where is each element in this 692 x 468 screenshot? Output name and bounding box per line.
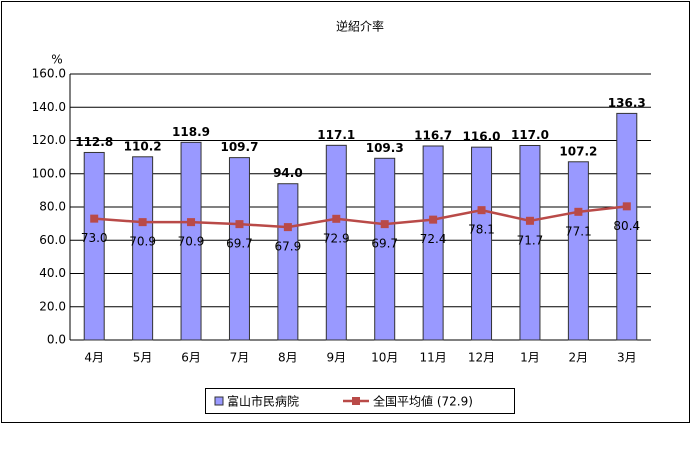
y-tick-label: 60.0 (39, 233, 66, 247)
y-tick-label: 20.0 (39, 299, 66, 313)
line-value-label: 77.1 (565, 224, 592, 238)
x-tick-label: 5月 (133, 351, 153, 365)
legend-marker (352, 397, 360, 405)
bar (422, 145, 444, 341)
line-value-label: 69.7 (226, 237, 253, 251)
x-tick-label: 2月 (569, 351, 589, 365)
bar (374, 157, 396, 341)
line-marker (477, 206, 486, 215)
line-marker (332, 214, 341, 223)
bar (567, 161, 589, 341)
bar (616, 112, 638, 341)
line (94, 205, 627, 229)
line-marker (380, 220, 389, 229)
bar-value-label: 136.3 (608, 96, 646, 110)
line-marker (235, 220, 244, 229)
bar (180, 141, 202, 341)
line-marker (525, 216, 534, 225)
bar-value-label: 109.7 (220, 140, 258, 154)
x-tick-label: 4月 (84, 351, 104, 365)
line-value-label: 78.1 (468, 223, 495, 237)
bar (132, 156, 154, 341)
bar (83, 151, 105, 341)
line-value-label: 73.0 (81, 231, 108, 245)
x-tick-label: 7月 (230, 351, 250, 365)
line-marker (283, 223, 292, 232)
bar-value-label: 107.2 (559, 144, 597, 158)
bar-value-label: 117.1 (317, 128, 355, 142)
bar-value-label: 116.0 (463, 130, 501, 144)
y-tick-label: 160.0 (32, 67, 66, 81)
y-tick-label: 0.0 (47, 333, 66, 347)
line-marker (90, 214, 99, 223)
y-unit: % (51, 53, 62, 67)
line-marker (429, 215, 438, 224)
y-tick-label: 140.0 (32, 100, 66, 114)
y-tick-label: 80.0 (39, 200, 66, 214)
bar (325, 144, 347, 341)
bar (277, 183, 299, 341)
y-tick-label: 100.0 (32, 166, 66, 180)
bar (519, 144, 541, 341)
bar (228, 157, 250, 341)
line-value-label: 72.9 (323, 231, 350, 245)
line-value-label: 70.9 (129, 235, 156, 249)
line-marker (574, 207, 583, 216)
x-tick-label: 9月 (326, 351, 346, 365)
line-marker (622, 202, 631, 211)
bar-value-label: 94.0 (273, 166, 303, 180)
x-tick-label: 1月 (520, 351, 540, 365)
bar-value-label: 110.2 (124, 139, 162, 153)
x-tick-label: 10月 (371, 351, 398, 365)
line-value-label: 80.4 (613, 219, 640, 233)
bar-value-label: 117.0 (511, 128, 549, 142)
bar-value-label: 116.7 (414, 128, 452, 142)
x-tick-label: 11月 (419, 351, 446, 365)
line-value-label: 70.9 (178, 235, 205, 249)
y-tick-label: 120.0 (32, 133, 66, 147)
line-marker (138, 218, 147, 227)
line-value-label: 71.7 (517, 233, 544, 247)
x-tick-label: 12月 (468, 351, 495, 365)
bar-value-label: 118.9 (172, 125, 210, 139)
line-value-label: 67.9 (275, 240, 302, 254)
x-tick-label: 6月 (181, 351, 201, 365)
line-value-label: 69.7 (371, 237, 398, 251)
bar (471, 146, 493, 341)
y-tick-label: 40.0 (39, 266, 66, 280)
legend-label: 全国平均値 (72.9) (373, 394, 473, 409)
chart-title: 逆紹介率 (336, 19, 384, 34)
line-value-label: 72.4 (420, 232, 447, 246)
line-marker (187, 218, 196, 227)
bar-value-label: 109.3 (366, 141, 404, 155)
legend-label: 富山市民病院 (227, 394, 299, 409)
legend-swatch (214, 396, 224, 406)
x-tick-label: 3月 (617, 351, 637, 365)
bar-value-label: 112.8 (75, 135, 113, 149)
x-tick-label: 8月 (278, 351, 298, 365)
